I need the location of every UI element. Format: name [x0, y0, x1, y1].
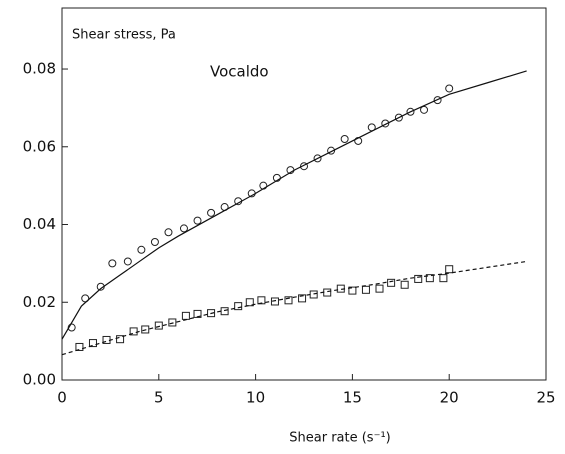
- point: [445, 265, 454, 274]
- y-tick-label: 0.00: [23, 371, 56, 389]
- x-tick-label: 10: [246, 389, 265, 407]
- point: [406, 107, 415, 116]
- point: [323, 288, 332, 297]
- annotation: Vocaldo: [210, 63, 269, 81]
- point: [179, 224, 188, 233]
- point: [234, 302, 243, 311]
- x-axis-label: Shear rate (s⁻¹): [289, 431, 390, 446]
- x-tick-label: 25: [536, 389, 555, 407]
- point: [123, 257, 132, 266]
- point: [439, 274, 448, 283]
- x-tick-label: 20: [440, 389, 459, 407]
- point: [433, 96, 442, 105]
- point: [394, 113, 403, 122]
- point: [108, 259, 117, 268]
- point: [381, 119, 390, 128]
- plot-frame: [61, 7, 547, 381]
- point: [400, 280, 409, 289]
- x-tick-label: 0: [57, 389, 67, 407]
- point: [420, 105, 429, 114]
- point: [445, 84, 454, 93]
- point: [348, 286, 357, 295]
- point: [298, 294, 307, 303]
- point: [88, 339, 97, 348]
- point: [164, 228, 173, 237]
- point: [270, 297, 279, 306]
- point: [387, 278, 396, 287]
- point: [340, 134, 349, 143]
- x-tick-label: 5: [154, 389, 164, 407]
- point: [150, 238, 159, 247]
- point: [375, 284, 384, 293]
- point: [75, 342, 84, 351]
- point: [129, 327, 138, 336]
- fit-line: [61, 70, 527, 340]
- y-tick-label: 0.02: [23, 293, 56, 311]
- point: [193, 216, 202, 225]
- point: [207, 309, 216, 318]
- y-tick-label: 0.06: [23, 137, 56, 155]
- point: [245, 298, 254, 307]
- point: [425, 274, 434, 283]
- y-tick-label: 0.04: [23, 215, 56, 233]
- point: [414, 274, 423, 283]
- point: [116, 335, 125, 344]
- y-tick-label: 0.08: [23, 60, 56, 78]
- point: [284, 296, 293, 305]
- point: [313, 154, 322, 163]
- fit-line: [61, 260, 527, 356]
- x-tick-label: 15: [343, 389, 362, 407]
- y-axis-label: Shear stress, Pa: [72, 28, 176, 43]
- point: [141, 325, 150, 334]
- point: [300, 162, 308, 171]
- point: [154, 321, 163, 330]
- point: [327, 146, 336, 155]
- point: [220, 307, 229, 316]
- point: [361, 285, 370, 294]
- point: [137, 245, 146, 254]
- point: [168, 318, 177, 327]
- point: [257, 296, 266, 305]
- point: [207, 208, 216, 217]
- point: [181, 311, 190, 320]
